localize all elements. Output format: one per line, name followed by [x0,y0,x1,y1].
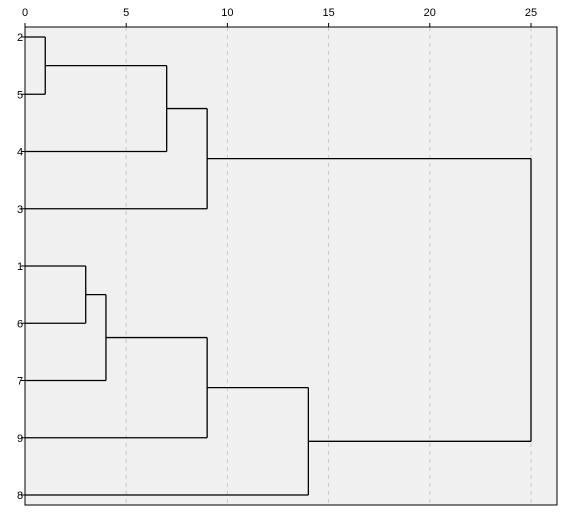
chart-title: Rescaled Distance Cluster Combine [197,0,385,3]
x-tick-label-25: 25 [525,7,537,19]
x-tick-label-10: 10 [221,7,233,19]
x-tick-label-5: 5 [123,7,129,19]
leaf-label-5: 5 [17,89,23,101]
x-tick-label-15: 15 [322,7,334,19]
leaf-label-8: 8 [17,490,23,502]
leaf-label-9: 9 [17,433,23,445]
leaf-label-2: 2 [17,32,23,44]
leaf-label-1: 1 [17,261,23,273]
plot-background [25,27,557,505]
x-tick-label-20: 20 [424,7,436,19]
leaf-label-6: 6 [17,318,23,330]
plot-frame [24,26,558,506]
leaf-label-4: 4 [17,147,23,159]
x-tick-label-0: 0 [22,7,28,19]
leaf-label-7: 7 [17,376,23,388]
leaf-label-3: 3 [17,204,23,216]
